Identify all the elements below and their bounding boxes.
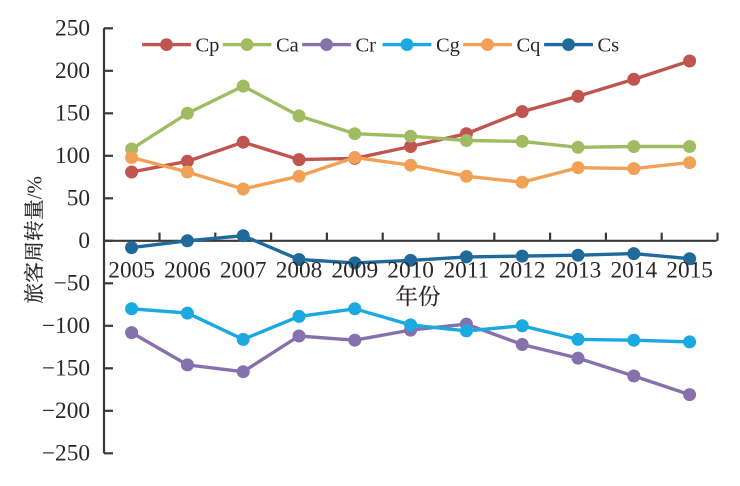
svg-text:2005: 2005 bbox=[108, 257, 155, 283]
svg-text:−50: −50 bbox=[54, 271, 90, 297]
svg-text:Cs: Cs bbox=[598, 34, 620, 56]
svg-text:Cp: Cp bbox=[196, 34, 220, 56]
svg-text:/%: /% bbox=[22, 176, 46, 199]
svg-text:−200: −200 bbox=[42, 398, 90, 424]
svg-text:2015: 2015 bbox=[666, 257, 713, 283]
svg-text:2011: 2011 bbox=[444, 257, 490, 283]
svg-text:250: 250 bbox=[55, 16, 90, 42]
svg-text:100: 100 bbox=[55, 143, 90, 169]
svg-text:Cg: Cg bbox=[436, 34, 460, 56]
svg-text:50: 50 bbox=[67, 186, 90, 212]
svg-text:−100: −100 bbox=[42, 313, 90, 339]
svg-text:2014: 2014 bbox=[611, 257, 658, 283]
svg-text:2008: 2008 bbox=[276, 257, 323, 283]
svg-text:200: 200 bbox=[55, 58, 90, 84]
svg-text:−250: −250 bbox=[42, 441, 90, 467]
svg-text:2010: 2010 bbox=[387, 257, 434, 283]
svg-text:2006: 2006 bbox=[164, 257, 211, 283]
svg-text:Cq: Cq bbox=[517, 34, 541, 56]
svg-text:2012: 2012 bbox=[499, 257, 546, 283]
svg-text:2009: 2009 bbox=[332, 257, 379, 283]
svg-text:2013: 2013 bbox=[555, 257, 602, 283]
svg-text:2007: 2007 bbox=[220, 257, 267, 283]
svg-text:Cr: Cr bbox=[356, 34, 377, 56]
svg-text:−150: −150 bbox=[42, 356, 90, 382]
svg-text:Ca: Ca bbox=[276, 34, 299, 56]
svg-text:0: 0 bbox=[78, 228, 90, 254]
svg-text:150: 150 bbox=[55, 101, 90, 127]
